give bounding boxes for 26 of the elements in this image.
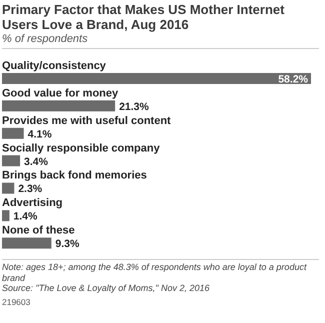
data-label: 58.2% — [278, 74, 309, 86]
text: Note: ages 18+; among the 48.3% of respondents who are loyal to a product brand — [2, 262, 308, 283]
bar — [2, 182, 14, 194]
bar — [2, 128, 24, 139]
data-label: 2.3% — [18, 183, 43, 196]
y-tick-label: None of these — [2, 224, 75, 237]
source-note: Source: "The Love & Loyalty of Moms," Nov 2, 2016 — [2, 283, 210, 294]
bar — [2, 210, 10, 222]
bar — [2, 155, 20, 166]
data-label: 9.3% — [55, 238, 80, 250]
chart-title: Primary Factor that Makes US Mother Internet Users Love a Brand, Aug 2016 — [2, 2, 286, 32]
bar — [2, 238, 52, 249]
y-tick-label: Socially responsible company — [2, 142, 161, 154]
y-tick-label: Advertising — [2, 197, 63, 210]
text: 219603 — [2, 296, 32, 306]
y-tick-label: Brings back fond memories — [2, 170, 147, 182]
bar — [2, 73, 311, 84]
data-label: 1.4% — [13, 210, 38, 223]
bar — [2, 100, 116, 112]
data-label: 3.4% — [24, 156, 49, 168]
y-tick-label: Good value for money — [2, 87, 120, 100]
data-label: 21.3% — [119, 100, 150, 113]
y-tick-label: Provides me with useful content — [2, 114, 172, 127]
data-label: 4.1% — [28, 128, 52, 140]
y-tick-label: Quality/consistency — [2, 60, 107, 72]
chart-subtitle: % of respondents — [2, 33, 89, 45]
